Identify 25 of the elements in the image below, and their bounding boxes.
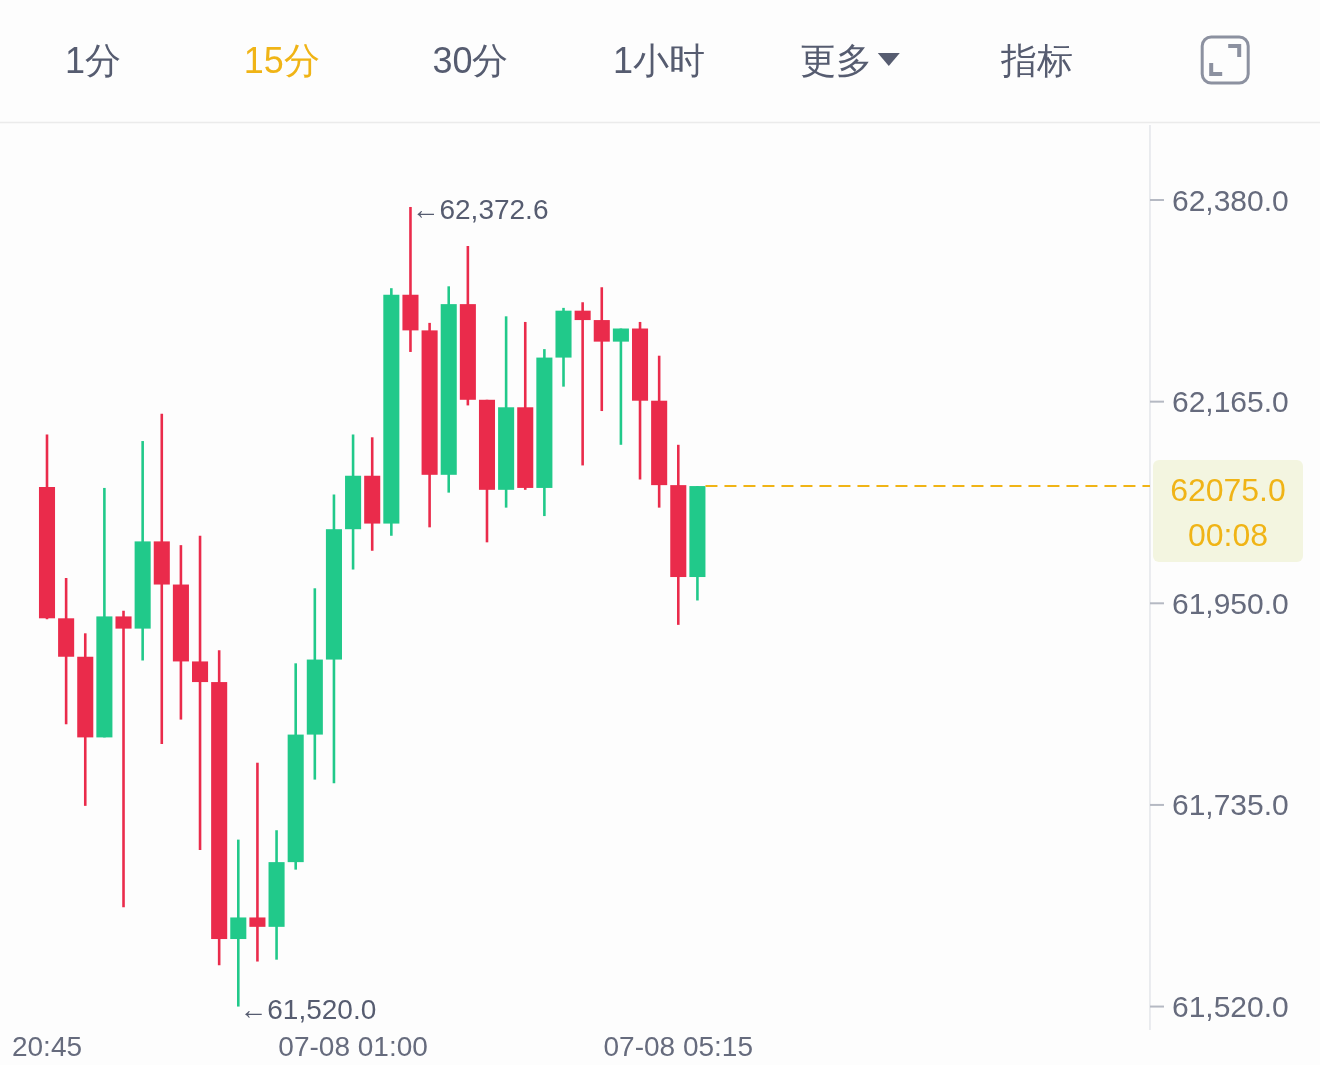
x-tick-label: 20:45 xyxy=(11,1030,83,1062)
candlestick xyxy=(192,534,209,852)
candlestick xyxy=(593,285,610,413)
y-tick-label: 61,950.0 xyxy=(1171,586,1289,620)
text: 1小时 xyxy=(613,39,706,81)
annotation: ←62,372.6 xyxy=(411,194,549,226)
text: 更多 xyxy=(799,39,872,81)
annotation: ←61,520.0 xyxy=(239,994,377,1026)
text: 30分 xyxy=(432,39,509,81)
y-tick-label: 61,735.0 xyxy=(1171,788,1289,822)
text: 00:08 xyxy=(1187,517,1269,554)
candlestick xyxy=(574,300,591,467)
y-tick-label: 62,165.0 xyxy=(1171,385,1289,419)
y-tick-label: 62,380.0 xyxy=(1171,183,1289,217)
y-tick-label: 61,520.0 xyxy=(1171,990,1289,1024)
x-tick-label: 07-08 05:15 xyxy=(603,1030,754,1062)
text: 指标 xyxy=(999,39,1073,81)
candlestick xyxy=(230,838,247,1008)
text: 15分 xyxy=(243,39,320,81)
candlestick xyxy=(249,761,266,963)
text: 1分 xyxy=(64,39,122,81)
candlestick xyxy=(115,609,132,909)
ref-line-label: 62075.0 xyxy=(1170,472,1286,509)
x-tick-label: 07-08 01:00 xyxy=(278,1030,428,1062)
candlestick xyxy=(612,327,629,447)
